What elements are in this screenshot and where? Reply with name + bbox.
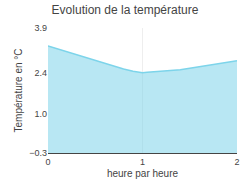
- svg-text:1.0: 1.0: [34, 109, 47, 119]
- svg-text:Température en °C: Température en °C: [13, 48, 24, 132]
- svg-text:heure par heure: heure par heure: [107, 168, 179, 179]
- svg-text:Evolution de la température: Evolution de la température: [52, 3, 199, 17]
- svg-text:1: 1: [140, 157, 145, 167]
- svg-text:2.4: 2.4: [34, 68, 47, 78]
- svg-text:−0.3: −0.3: [29, 148, 47, 158]
- svg-text:2: 2: [234, 157, 239, 167]
- svg-text:3.9: 3.9: [34, 23, 47, 33]
- svg-text:0: 0: [45, 157, 50, 167]
